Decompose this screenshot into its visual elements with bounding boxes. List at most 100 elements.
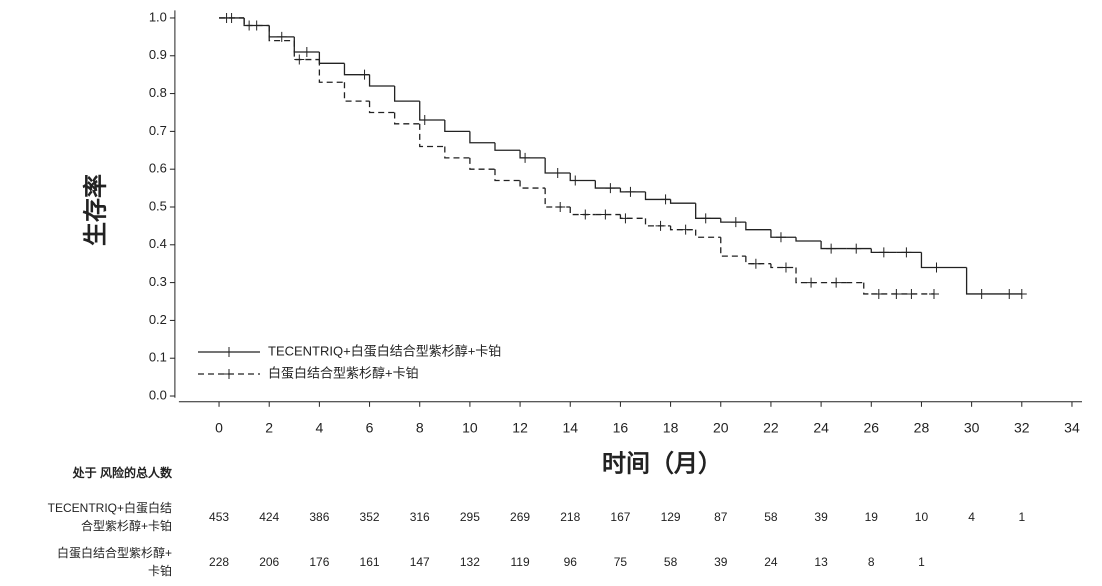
- censor-mark: [580, 209, 591, 220]
- risk-count: 39: [714, 555, 728, 569]
- risk-count: 218: [560, 510, 580, 524]
- risk-count: 96: [564, 555, 578, 569]
- risk-count: 453: [209, 510, 229, 524]
- censor-mark: [1016, 288, 1027, 299]
- censor-mark: [520, 152, 531, 163]
- legend-marker: [224, 347, 234, 357]
- risk-count: 295: [460, 510, 480, 524]
- censor-mark: [873, 288, 884, 299]
- risk-count: 176: [309, 555, 329, 569]
- km-step: [268, 25, 295, 42]
- y-tick-label: 0.9: [149, 47, 167, 62]
- km-step: [720, 237, 746, 257]
- x-tick-label: 20: [713, 420, 729, 436]
- risk-row-label: 白蛋白结合型紫杉醇+: [57, 545, 172, 560]
- km-step: [393, 112, 420, 125]
- km-step: [644, 218, 671, 227]
- x-tick-label: 28: [914, 420, 930, 436]
- x-tick-label: 26: [863, 420, 879, 436]
- x-tick-label: 24: [813, 420, 829, 436]
- km-step: [863, 282, 872, 295]
- risk-count: 58: [664, 555, 678, 569]
- censor-mark: [831, 277, 842, 288]
- censor-mark: [294, 54, 305, 65]
- km-step: [519, 150, 546, 159]
- risk-count: 132: [460, 555, 480, 569]
- censor-mark: [620, 213, 631, 224]
- km-step: [444, 146, 470, 159]
- risk-count: 4: [968, 510, 975, 524]
- km-step: [720, 218, 746, 223]
- x-tick-label: 34: [1064, 420, 1080, 436]
- km-step: [419, 123, 445, 148]
- risk-count: 1: [1018, 510, 1025, 524]
- censor-mark: [625, 186, 636, 197]
- censor-mark: [600, 209, 611, 220]
- censor-mark: [276, 31, 287, 42]
- risk-row-label: 卡铂: [148, 563, 172, 578]
- censor-mark: [359, 69, 370, 80]
- censor-mark: [901, 247, 912, 258]
- x-tick-label: 14: [562, 420, 578, 436]
- censor-mark: [419, 115, 430, 126]
- km-step: [965, 267, 1022, 295]
- y-tick-label: 0.7: [149, 123, 167, 138]
- censor-mark: [906, 288, 917, 299]
- km-step: [419, 101, 445, 121]
- censor-mark: [928, 288, 939, 299]
- km-step: [745, 222, 771, 231]
- km-step: [444, 120, 470, 133]
- risk-count: 87: [714, 510, 728, 524]
- censor-mark: [1004, 288, 1015, 299]
- x-tick-label: 18: [663, 420, 679, 436]
- censor-mark: [605, 183, 616, 194]
- km-step: [318, 51, 345, 64]
- risk-count: 352: [360, 510, 380, 524]
- risk-count: 75: [614, 555, 628, 569]
- y-tick-label: 0.5: [149, 198, 167, 213]
- risk-row-label: TECENTRIQ+白蛋白结: [48, 500, 172, 515]
- censor-mark: [780, 262, 791, 273]
- censor-mark: [878, 247, 889, 258]
- risk-count: 19: [865, 510, 879, 524]
- censor-mark: [806, 277, 817, 288]
- risk-count: 129: [661, 510, 681, 524]
- km-step: [494, 169, 521, 182]
- km-step: [795, 267, 822, 284]
- x-tick-label: 4: [315, 420, 323, 436]
- km-step: [695, 229, 721, 238]
- risk-count: 24: [764, 555, 778, 569]
- km-step: [569, 206, 596, 216]
- censor-mark: [891, 288, 902, 299]
- y-tick-label: 0.6: [149, 161, 167, 176]
- risk-count: 167: [610, 510, 630, 524]
- censor-mark: [251, 20, 262, 31]
- km-step: [368, 74, 395, 87]
- km-step: [318, 59, 345, 83]
- km-step: [343, 82, 370, 102]
- risk-count: 228: [209, 555, 229, 569]
- risk-count: 10: [915, 510, 929, 524]
- risk-count: 424: [259, 510, 279, 524]
- km-step: [594, 180, 621, 189]
- risk-count: 161: [360, 555, 380, 569]
- km-step: [544, 188, 571, 208]
- censor-mark: [552, 167, 563, 178]
- risk-count: 13: [814, 555, 828, 569]
- km-step: [293, 40, 320, 61]
- censor-mark: [226, 12, 237, 23]
- x-tick-label: 12: [512, 420, 528, 436]
- censor-mark: [931, 262, 942, 273]
- censor-mark: [730, 217, 741, 228]
- risk-count: 119: [511, 555, 530, 569]
- km-step: [770, 229, 797, 238]
- x-tick-label: 2: [265, 420, 273, 436]
- x-tick-label: 8: [416, 420, 424, 436]
- km-step: [569, 172, 596, 182]
- km-step: [770, 263, 797, 269]
- risk-count: 147: [410, 555, 430, 569]
- censor-mark: [851, 243, 862, 254]
- legend-marker: [224, 369, 234, 379]
- km-step: [920, 252, 967, 269]
